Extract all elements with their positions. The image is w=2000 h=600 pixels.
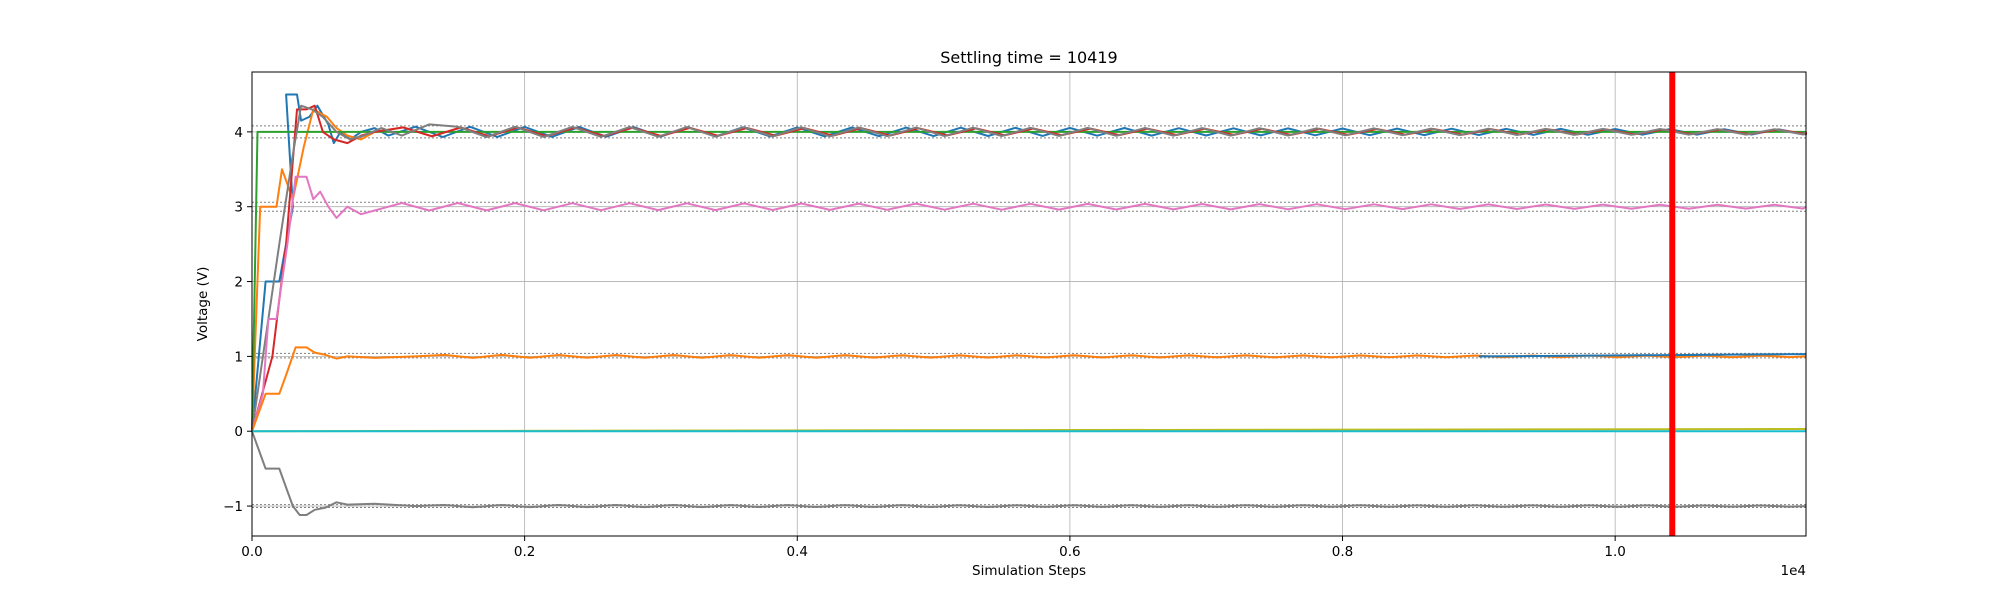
x-axis-offset-label: 1e4 xyxy=(1781,563,1806,579)
series-line xyxy=(251,104,1807,432)
y-tick-label: 0 xyxy=(234,424,243,440)
tolerance-bands xyxy=(252,125,1806,509)
series-line xyxy=(251,130,1806,432)
axis-ticks: 0.0 0.2 0.4 0.6 0.8 1.0 −1 0 1 2 3 4 xyxy=(223,125,1626,560)
y-axis-title: Voltage (V) xyxy=(195,267,211,342)
chart-title: Settling time = 10419 xyxy=(940,48,1117,67)
x-tick-label: 0.0 xyxy=(241,544,262,560)
x-axis-title: Simulation Steps xyxy=(972,563,1086,579)
series-line xyxy=(1478,353,1807,358)
x-tick-label: 0.8 xyxy=(1332,544,1353,560)
series-line xyxy=(251,430,1807,516)
y-tick-label: 3 xyxy=(234,200,243,216)
y-tick-label: −1 xyxy=(223,499,243,515)
plot-frame xyxy=(251,71,1807,537)
y-tick-label: 1 xyxy=(234,349,243,365)
y-tick-label: 4 xyxy=(234,125,243,141)
series-lines xyxy=(251,93,1807,516)
y-tick-label: 2 xyxy=(234,275,243,291)
series-line xyxy=(251,175,1807,432)
x-tick-label: 0.6 xyxy=(1059,544,1080,560)
x-tick-label: 1.0 xyxy=(1604,544,1625,560)
x-tick-label: 0.2 xyxy=(514,544,535,560)
x-tick-label: 0.4 xyxy=(787,544,808,560)
